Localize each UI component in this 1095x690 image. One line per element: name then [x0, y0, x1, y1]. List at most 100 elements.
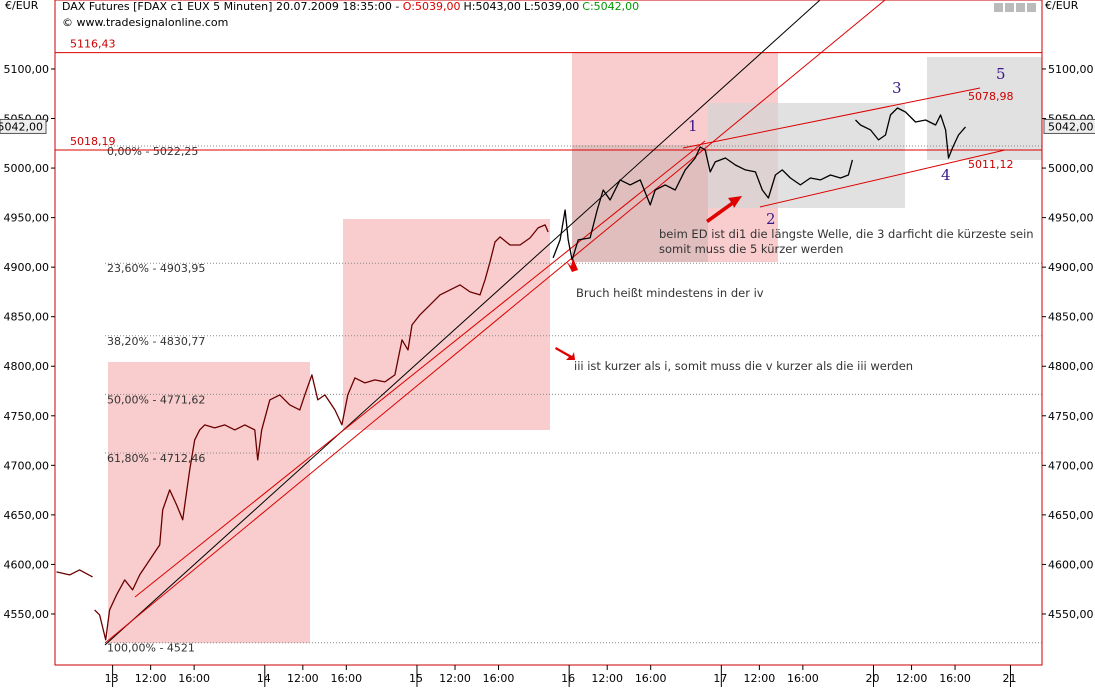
button[interactable]: [1016, 3, 1025, 12]
price-line: [56, 224, 549, 641]
y-tick-label: 4600,00: [4, 558, 50, 571]
currency-left: €/EUR: [5, 0, 39, 12]
y-tick-label: 4550,00: [4, 608, 50, 621]
x-tick-label: 16:00: [635, 672, 667, 685]
source: © www.tradesignalonline.com: [62, 16, 228, 29]
x-tick-label: 12:00: [135, 672, 167, 685]
x-tick-label: 20: [866, 672, 880, 685]
box: [108, 362, 310, 643]
wave-label: 3: [892, 79, 902, 97]
arrow: [567, 258, 578, 272]
arrow: [706, 196, 742, 223]
y-tick-label: 4950,00: [1048, 212, 1094, 225]
x-tick-label: 13: [105, 672, 119, 685]
fib-label: 23,60% - 4903,95: [107, 262, 205, 275]
level-label: 5116,43: [70, 38, 116, 51]
fib-label: 50,00% - 4771,62: [107, 393, 205, 406]
button[interactable]: [1005, 3, 1014, 12]
axes: 4550,00 4550,00 4600,00 4600,00 4650,00 4650,…: [0, 63, 1095, 687]
price-line: [552, 107, 966, 261]
currency-right: €/EUR: [1045, 0, 1079, 12]
last-price-box: [1043, 118, 1095, 134]
plot-frame: [54, 0, 1043, 666]
instrument: DAX Futures [FDAX c1 EUX 5 Minuten] 20.0…: [62, 0, 403, 13]
y-tick-label: 4850,00: [4, 311, 50, 324]
fib-label: 0,00% - 5022,25: [107, 145, 198, 158]
button[interactable]: [1027, 3, 1036, 12]
wave-label: 1: [688, 117, 698, 135]
y-tick-label: 4700,00: [4, 459, 50, 472]
y-tick-label: 4950,00: [4, 212, 50, 225]
level-label: 5018,19: [70, 135, 116, 148]
x-tick-label: 12:00: [439, 672, 471, 685]
close: C:5042,00: [582, 0, 639, 13]
trendline: [104, 0, 821, 646]
x-tick-label: 17: [713, 672, 727, 685]
x-tick-label: 16: [561, 672, 575, 685]
trendline: [134, 140, 706, 598]
header: DAX Futures [FDAX c1 EUX 5 Minuten] 20.0…: [62, 0, 639, 13]
y-tick-label: 5000,00: [4, 162, 50, 175]
trendlines: [104, 0, 1006, 646]
y-tick-label: 5100,00: [4, 63, 50, 76]
y-tick-label: 4800,00: [1048, 360, 1094, 373]
fib-label: 61,80% - 4712,46: [107, 452, 205, 465]
levels: 0,00% - 5022,25 23,60% - 4903,95 38,20% - …: [55, 38, 1042, 655]
y-tick-label: 4700,00: [1048, 459, 1094, 472]
last-price-box: [0, 118, 47, 134]
y-tick-label: 4650,00: [4, 509, 50, 522]
x-tick-label: 16:00: [787, 672, 819, 685]
x-tick-label: 15: [409, 672, 423, 685]
trendline: [104, 0, 886, 644]
price: [56, 107, 966, 641]
x-tick-label: 16:00: [178, 672, 210, 685]
y-tick-label: 4900,00: [1048, 261, 1094, 274]
last-price-label: 5042,00: [1048, 120, 1094, 133]
open: O:5039,00: [403, 0, 461, 13]
y-tick-label: 5100,00: [1048, 63, 1094, 76]
wave-label: 2: [766, 210, 776, 228]
wedge-label: 5078,98: [968, 90, 1014, 103]
wave-label: 5: [996, 65, 1006, 83]
y-tick-label: 5000,00: [1048, 162, 1094, 175]
box: [343, 219, 550, 430]
arrow: [555, 347, 575, 360]
y-tick-label: 4850,00: [1048, 311, 1094, 324]
window-buttons: [994, 3, 1036, 12]
box: [927, 57, 1042, 160]
wave-label: 4: [941, 166, 951, 184]
button[interactable]: [994, 3, 1003, 12]
x-tick-label: 12:00: [287, 672, 319, 685]
x-tick-label: 21: [1002, 672, 1016, 685]
y-tick-label: 4650,00: [1048, 509, 1094, 522]
x-tick-label: 12:00: [591, 672, 623, 685]
y-tick-label: 4550,00: [1048, 608, 1094, 621]
x-tick-label: 16:00: [483, 672, 515, 685]
wedge-label: 5011,12: [968, 158, 1014, 171]
x-tick-label: 12:00: [744, 672, 776, 685]
arrows: [555, 196, 742, 360]
annotation: iii ist kurzer als i, somit muss die v k…: [574, 359, 913, 373]
box: [708, 103, 905, 208]
y-tick-label: 4750,00: [4, 410, 50, 423]
x-tick-label: 12:00: [896, 672, 928, 685]
x-tick-label: 14: [257, 672, 271, 685]
trendline: [759, 149, 1006, 208]
low: L:5039,00: [524, 0, 579, 13]
trendline: [682, 87, 981, 149]
annotation: Bruch heißt mindestens in der iv: [576, 286, 764, 300]
x-tick-label: 16:00: [939, 672, 971, 685]
last-price-label: 5042,00: [0, 120, 43, 133]
fib-label: 100,00% - 4521: [107, 642, 195, 655]
fib-label: 38,20% - 4830,77: [107, 335, 205, 348]
annotation: beim ED ist di1 die längste Welle, die 3…: [659, 227, 1034, 241]
y-tick-label: 4800,00: [4, 360, 50, 373]
x-tick-label: 16:00: [330, 672, 362, 685]
annotation: somit muss die 5 kürzer werden: [659, 242, 843, 256]
y-tick-label: 4600,00: [1048, 558, 1094, 571]
y-tick-label: 4900,00: [4, 261, 50, 274]
high: H:5043,00: [463, 0, 520, 13]
y-tick-label: 4750,00: [1048, 410, 1094, 423]
